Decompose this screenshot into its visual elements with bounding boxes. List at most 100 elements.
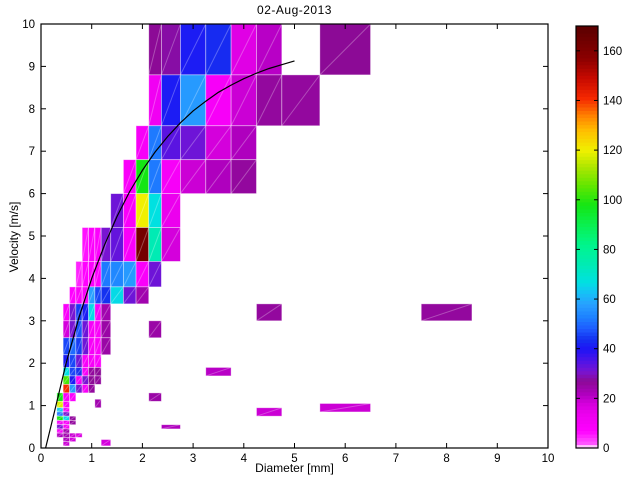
cell-mesh-diagonal bbox=[69, 392, 77, 402]
colorbar-gradient-segment bbox=[576, 398, 598, 403]
colorbar-gradient-segment bbox=[576, 173, 598, 178]
cell-mesh-diagonal bbox=[88, 384, 96, 394]
colorbar-gradient-segment bbox=[576, 437, 598, 442]
colorbar-gradient-segment bbox=[576, 370, 598, 375]
cell-mesh-diagonal bbox=[62, 415, 70, 421]
colorbar-gradient-segment bbox=[576, 78, 598, 83]
colorbar-gradient-segment bbox=[576, 416, 598, 421]
cell-mesh-diagonal bbox=[62, 432, 70, 438]
cell-mesh-diagonal bbox=[75, 337, 83, 355]
cell-mesh-diagonal bbox=[69, 436, 77, 443]
colorbar-gradient-segment bbox=[576, 71, 598, 76]
cell-mesh-diagonal bbox=[205, 159, 232, 194]
colorbar-gradient-segment bbox=[576, 265, 598, 270]
colorbar-gradient-segment bbox=[576, 64, 598, 69]
colorbar-gradient-segment bbox=[576, 215, 598, 221]
colorbar-gradient-segment bbox=[576, 275, 598, 280]
colorbar-gradient-segment bbox=[576, 314, 598, 319]
colorbar-gradient-segment bbox=[576, 233, 598, 238]
cell-mesh-diagonal bbox=[256, 303, 283, 322]
colorbar-gradient-segment bbox=[576, 268, 598, 273]
cell-mesh-diagonal bbox=[94, 337, 102, 355]
colorbar-gradient-segment bbox=[576, 120, 598, 126]
cell-mesh-diagonal bbox=[135, 261, 150, 288]
colorbar-gradient-segment bbox=[576, 342, 598, 347]
cell-mesh-diagonal bbox=[56, 432, 64, 438]
colorbar-gradient-segment bbox=[576, 194, 598, 199]
colorbar-gradient-segment bbox=[576, 426, 598, 432]
cell-mesh-diagonal bbox=[256, 74, 283, 126]
colorbar-gradient-segment bbox=[576, 324, 598, 330]
cell-mesh-diagonal bbox=[62, 375, 70, 385]
colorbar-gradient-segment bbox=[576, 75, 598, 80]
colorbar-gradient-segment bbox=[576, 127, 598, 133]
y-tick-label: 5 bbox=[29, 231, 35, 243]
cell-mesh-diagonal bbox=[148, 261, 162, 288]
colorbar-gradient-segment bbox=[576, 423, 598, 428]
cell-mesh-diagonal bbox=[69, 375, 77, 385]
cell-mesh-diagonal bbox=[56, 411, 64, 417]
colorbar-gradient-segment bbox=[576, 293, 598, 298]
cell-mesh-diagonal bbox=[94, 286, 102, 305]
x-tick-label: 4 bbox=[241, 453, 248, 465]
colorbar-gradient-segment bbox=[576, 261, 598, 266]
colorbar-gradient-segment bbox=[576, 335, 598, 340]
colorbar-gradient-segment bbox=[576, 381, 598, 386]
heatmap-cell bbox=[256, 407, 283, 417]
colorbar-gradient-segment bbox=[576, 198, 598, 203]
cell-mesh-diagonal bbox=[148, 392, 162, 402]
colorbar-gradient-segment bbox=[576, 43, 598, 48]
y-tick-label: 4 bbox=[29, 273, 36, 285]
y-tick-label: 6 bbox=[29, 189, 35, 201]
colorbar-gradient-segment bbox=[576, 300, 598, 305]
cell-mesh-diagonal bbox=[94, 375, 102, 385]
colorbar-tick-label: 0 bbox=[603, 443, 609, 455]
heatmap-cell bbox=[75, 432, 83, 438]
cell-mesh-diagonal bbox=[81, 354, 89, 368]
cell-mesh-diagonal bbox=[56, 420, 64, 426]
cell-mesh-diagonal bbox=[100, 261, 112, 288]
cell-mesh-diagonal bbox=[122, 261, 137, 288]
colorbar-tick-label: 20 bbox=[603, 393, 616, 405]
colorbar-tick-label: 80 bbox=[603, 244, 616, 256]
cell-mesh-diagonal bbox=[135, 286, 150, 305]
cell-mesh-diagonal bbox=[122, 193, 137, 228]
cell-mesh-diagonal bbox=[230, 159, 257, 194]
cell-mesh-diagonal bbox=[62, 367, 70, 377]
cell-mesh-diagonal bbox=[160, 159, 181, 194]
colorbar-gradient-segment bbox=[576, 124, 598, 129]
cell-mesh-diagonal bbox=[94, 320, 102, 338]
heatmap-cell bbox=[230, 125, 257, 161]
cell-mesh-diagonal bbox=[75, 367, 83, 377]
heatmap-cell bbox=[180, 23, 207, 76]
heatmap-cell bbox=[161, 227, 181, 262]
colorbar-gradient-segment bbox=[576, 177, 598, 182]
heatmap-cell bbox=[256, 303, 283, 322]
cell-mesh-diagonal bbox=[160, 227, 181, 262]
colorbar-gradient-segment bbox=[576, 412, 598, 417]
cell-mesh-diagonal bbox=[230, 125, 257, 160]
cell-mesh-diagonal bbox=[88, 354, 96, 368]
colorbar-gradient-segment bbox=[576, 395, 598, 400]
x-tick-label: 9 bbox=[494, 453, 500, 465]
colorbar-gradient-segment bbox=[576, 346, 598, 351]
colorbar-tick-label: 60 bbox=[603, 294, 616, 306]
y-tick-label: 7 bbox=[29, 146, 35, 158]
cell-mesh-diagonal bbox=[62, 428, 70, 434]
heatmap-cell bbox=[148, 261, 162, 288]
colorbar-gradient-segment bbox=[576, 113, 598, 119]
heatmap-cell bbox=[420, 303, 473, 322]
cell-mesh-diagonal bbox=[62, 436, 70, 443]
cell-mesh-diagonal bbox=[62, 320, 70, 338]
colorbar-gradient-segment bbox=[576, 33, 598, 38]
heatmap-cell bbox=[205, 159, 232, 194]
cell-mesh-diagonal bbox=[135, 227, 150, 262]
cell-mesh-diagonal bbox=[110, 193, 124, 228]
cell-mesh-diagonal bbox=[100, 439, 111, 447]
colorbar-gradient-segment bbox=[576, 40, 598, 45]
colorbar-gradient-segment bbox=[576, 391, 598, 396]
heatmap-cell bbox=[94, 375, 102, 385]
cell-mesh-diagonal bbox=[160, 74, 181, 126]
x-tick-label: 8 bbox=[443, 453, 449, 465]
cell-mesh-diagonal bbox=[319, 402, 371, 413]
